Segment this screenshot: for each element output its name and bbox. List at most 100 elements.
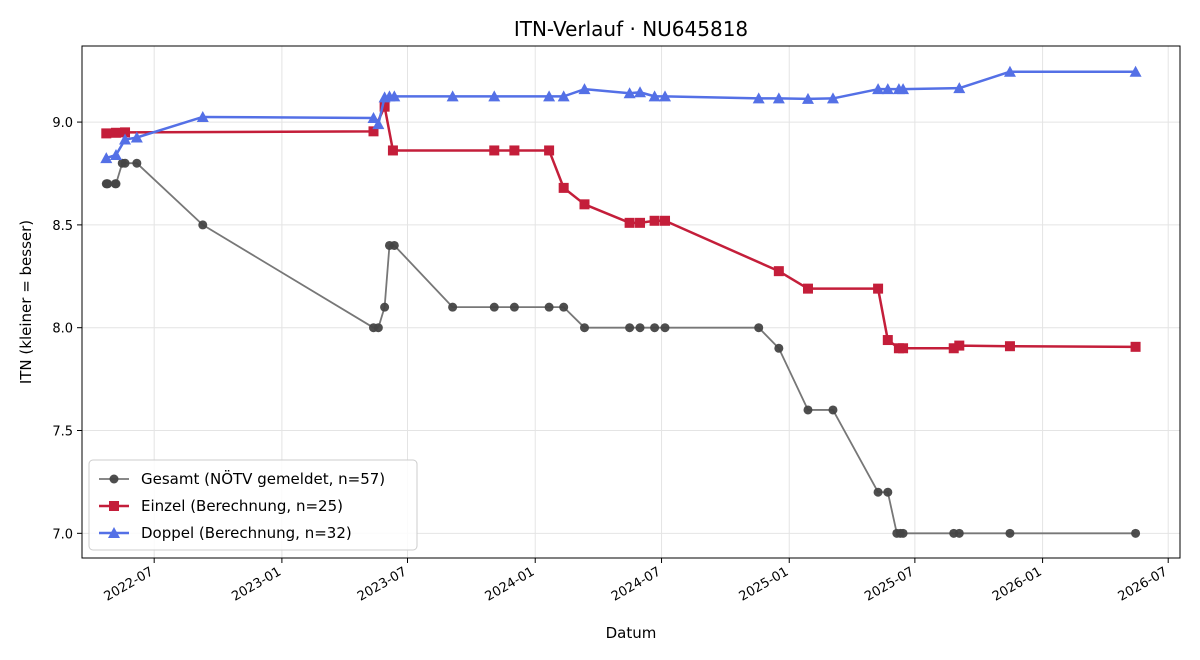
series-gesamt — [101, 158, 1141, 538]
x-axis-label: Datum — [606, 624, 657, 642]
y-tick-label: 7.5 — [52, 425, 73, 440]
einzel-point — [948, 343, 959, 354]
doppel-point — [372, 118, 385, 130]
series-einzel — [101, 101, 1141, 354]
einzel-point — [624, 217, 635, 228]
einzel-point — [368, 126, 379, 137]
doppel-point — [648, 90, 661, 102]
legend-doppel-marker — [108, 527, 120, 538]
gesamt-point — [635, 323, 645, 333]
gesamt-point — [111, 179, 121, 189]
gesamt-point — [828, 405, 838, 415]
doppel-point — [826, 92, 839, 104]
doppel-point — [1129, 65, 1142, 77]
gesamt-point — [489, 302, 499, 312]
doppel-point — [543, 90, 556, 102]
legend-einzel-label: Einzel (Berechnung, n=25) — [141, 497, 343, 515]
gesamt-point — [803, 405, 813, 415]
einzel-point — [635, 217, 646, 228]
doppel-point — [130, 131, 143, 143]
y-tick-label: 7.0 — [52, 527, 73, 542]
gesamt-point — [1005, 528, 1015, 538]
einzel-point — [1130, 341, 1141, 352]
gesamt-point — [954, 528, 964, 538]
gesamt-point — [898, 528, 908, 538]
gesamt-point — [198, 220, 208, 230]
doppel-point — [388, 90, 401, 102]
einzel-point — [898, 343, 909, 354]
gesamt-point — [625, 323, 635, 333]
einzel-point — [379, 101, 390, 112]
legend-einzel-marker — [109, 501, 119, 511]
einzel-point — [802, 283, 813, 294]
gesamt-point — [103, 179, 113, 189]
einzel-point — [649, 215, 660, 226]
gesamt-point — [544, 302, 554, 312]
doppel-point — [634, 86, 647, 98]
gesamt-point — [448, 302, 458, 312]
doppel-point — [446, 90, 459, 102]
doppel-point — [196, 110, 209, 122]
doppel-point — [897, 83, 910, 95]
legend-doppel-label: Doppel (Berechnung, n=32) — [141, 524, 352, 542]
einzel-point — [773, 266, 784, 277]
y-tick-label: 8.0 — [52, 322, 73, 337]
gesamt-point — [754, 323, 764, 333]
doppel-point — [488, 90, 501, 102]
gesamt-point — [1131, 528, 1141, 538]
doppel-point — [100, 152, 113, 164]
gesamt-point — [660, 323, 670, 333]
y-tick-label: 8.5 — [52, 219, 73, 234]
doppel-point — [659, 90, 672, 102]
gesamt-point — [774, 343, 784, 353]
y-tick-label: 9.0 — [52, 116, 73, 131]
series-doppel — [100, 65, 1142, 164]
einzel-point — [558, 182, 569, 193]
einzel-point — [489, 145, 500, 156]
gesamt-point — [873, 487, 883, 497]
einzel-point — [544, 145, 555, 156]
doppel-point — [110, 148, 123, 160]
einzel-point — [954, 340, 965, 351]
gesamt-point — [509, 302, 519, 312]
doppel-point — [881, 83, 894, 95]
doppel-point — [119, 133, 132, 145]
doppel-point — [801, 92, 814, 104]
doppel-point — [1003, 65, 1016, 77]
einzel-point — [101, 128, 112, 139]
doppel-point — [953, 82, 966, 94]
einzel-point — [882, 335, 893, 346]
doppel-point — [623, 87, 636, 99]
doppel-point — [872, 83, 885, 95]
legend: Gesamt (NÖTV gemeldet, n=57) Einzel (Bere… — [88, 459, 418, 551]
einzel-point — [660, 215, 671, 226]
doppel-point — [367, 111, 380, 123]
y-axis-label: ITN (kleiner = besser) — [17, 220, 35, 384]
legend-box — [88, 459, 418, 551]
doppel-point — [578, 83, 591, 95]
gesamt-point — [132, 158, 142, 168]
series-layer — [100, 65, 1142, 538]
doppel-point — [557, 90, 570, 102]
doppel-point — [772, 92, 785, 104]
plot-frame — [81, 45, 1181, 559]
gesamt-point — [579, 323, 589, 333]
einzel-point — [387, 145, 398, 156]
einzel-point — [120, 127, 131, 138]
legend-gesamt-label: Gesamt (NÖTV gemeldet, n=57) — [141, 469, 385, 488]
gesamt-point — [650, 323, 660, 333]
einzel-point — [111, 127, 122, 138]
einzel-point — [1004, 341, 1015, 352]
y-axis: 7.0 7.5 8.0 8.5 9.0 — [52, 116, 82, 542]
legend-gesamt-marker — [109, 474, 119, 484]
einzel-point — [579, 199, 590, 210]
gesamt-point — [373, 323, 383, 333]
chart-title: ITN-Verlauf · NU645818 — [514, 17, 748, 41]
gesamt-point — [120, 158, 130, 168]
gesamt-point — [389, 240, 399, 250]
doppel-point — [752, 92, 765, 104]
gesamt-point — [883, 487, 893, 497]
einzel-point — [873, 283, 884, 294]
